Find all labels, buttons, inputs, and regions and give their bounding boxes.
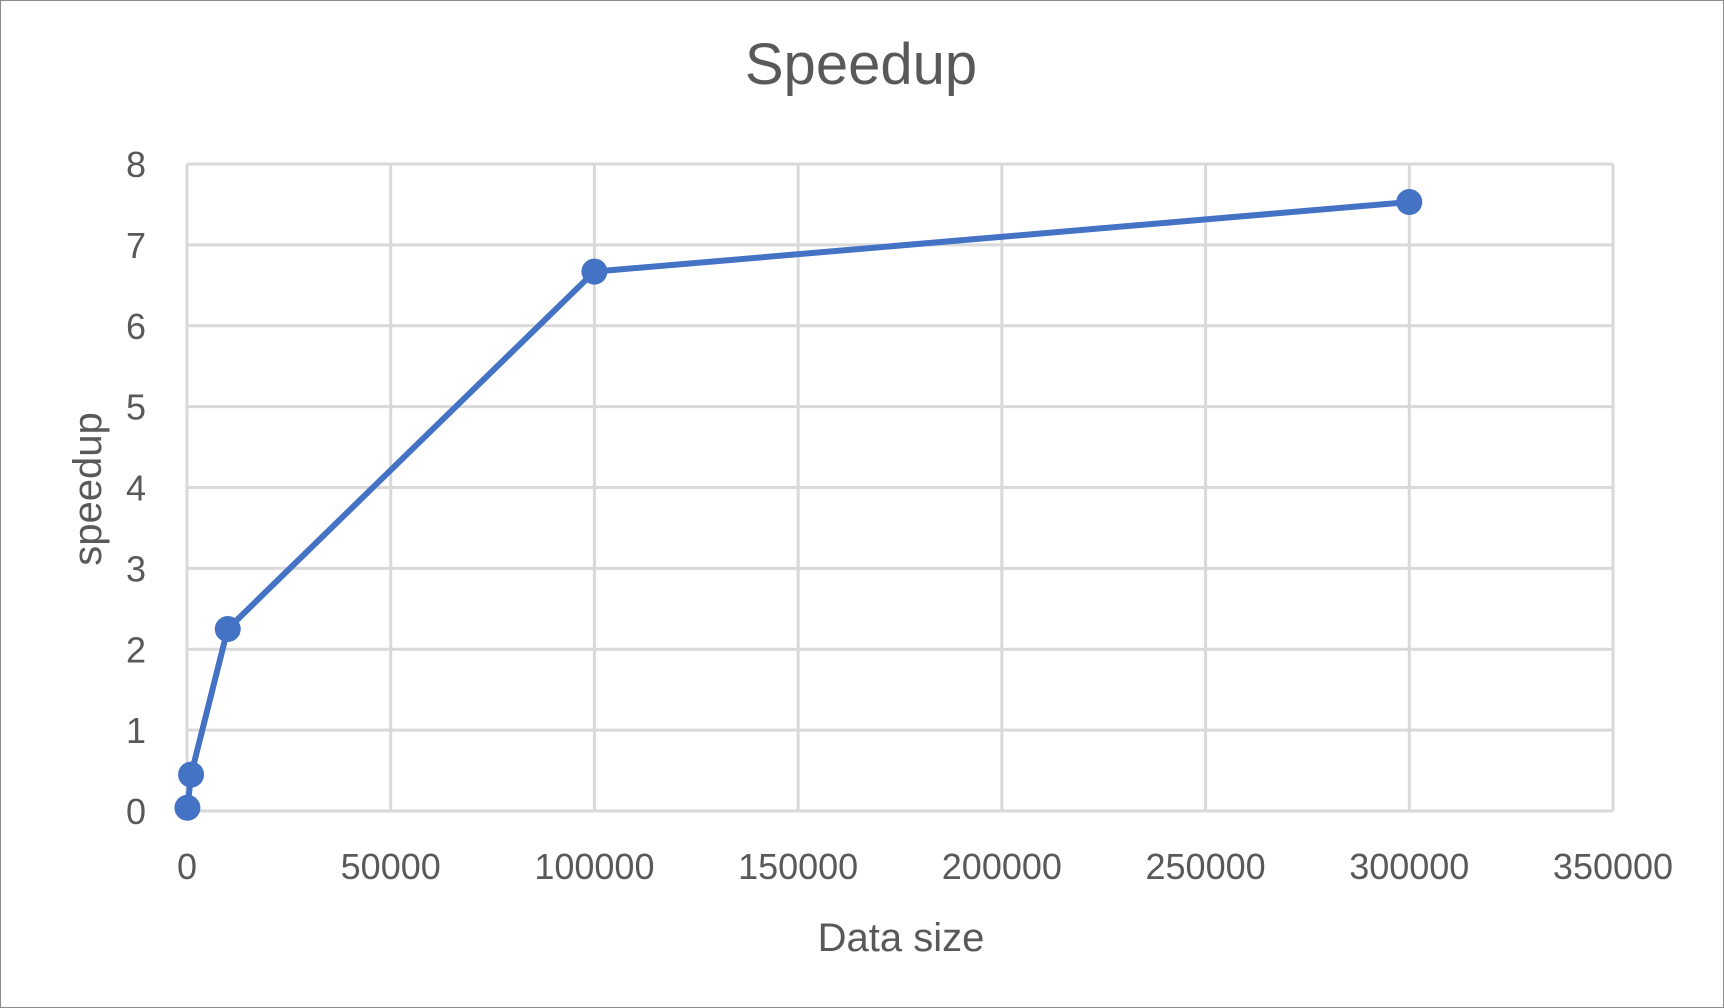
x-tick-label: 0 <box>177 846 197 887</box>
y-tick-label: 7 <box>126 225 146 266</box>
x-tick-label: 300000 <box>1349 846 1469 887</box>
x-tick-label: 150000 <box>738 846 858 887</box>
chart-title: Speedup <box>745 32 977 97</box>
y-tick-label: 0 <box>126 791 146 832</box>
x-tick-label: 250000 <box>1146 846 1266 887</box>
gridlines <box>185 162 1615 813</box>
x-axis-label: Data size <box>818 916 985 960</box>
y-axis-label: speedup <box>66 412 110 565</box>
data-point <box>174 794 201 821</box>
x-tick-label: 50000 <box>341 846 441 887</box>
y-tick-label: 6 <box>126 306 146 347</box>
x-tick-label: 100000 <box>534 846 654 887</box>
y-tick-label: 2 <box>126 629 146 670</box>
data-point <box>581 258 608 285</box>
series-layer <box>174 189 1423 821</box>
y-tick-label: 5 <box>126 387 146 428</box>
y-axis-ticks: 0 1 2 3 4 5 6 7 8 <box>126 144 146 832</box>
x-axis-ticks: 0 50000 100000 150000 200000 250000 300000 3500… <box>177 846 1673 887</box>
y-tick-label: 4 <box>126 468 146 509</box>
y-tick-label: 1 <box>126 710 146 751</box>
y-tick-label: 3 <box>126 548 146 589</box>
data-point <box>178 761 205 788</box>
x-tick-label: 200000 <box>942 846 1062 887</box>
data-point <box>214 616 241 643</box>
x-tick-label: 350000 <box>1553 846 1673 887</box>
y-tick-label: 8 <box>126 144 146 185</box>
data-point <box>1396 189 1423 216</box>
